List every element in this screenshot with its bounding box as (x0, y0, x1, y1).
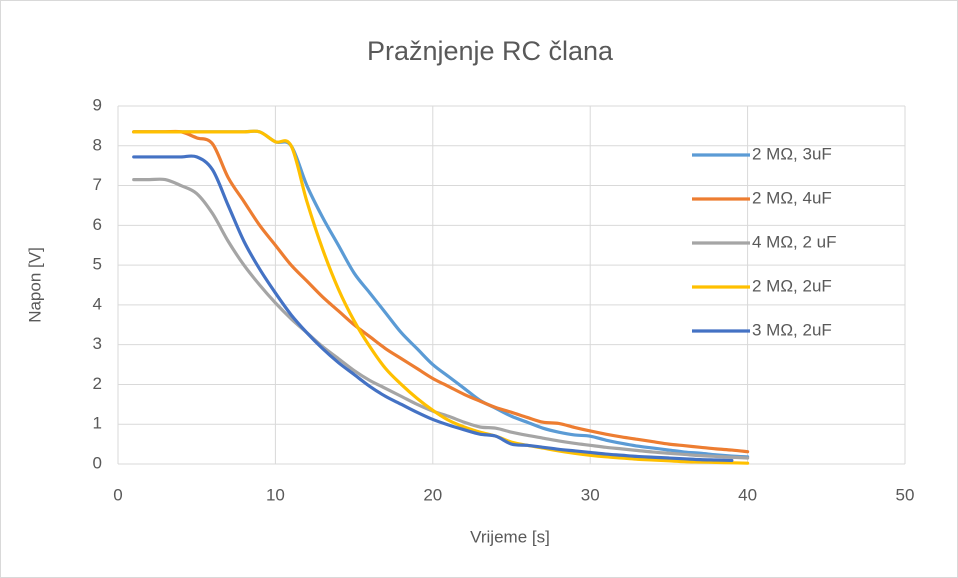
y-axis-label: Napon [V] (25, 247, 44, 323)
x-tick-label: 40 (738, 485, 757, 504)
x-tick-label: 20 (423, 485, 442, 504)
x-tick-label: 30 (581, 485, 600, 504)
y-tick-label: 3 (93, 334, 102, 353)
legend-label: 2 MΩ, 2uF (752, 276, 832, 295)
legend-label: 3 MΩ, 2uF (752, 320, 832, 339)
legend-label: 2 MΩ, 3uF (752, 144, 832, 163)
series-line (132, 154, 734, 463)
y-tick-label: 1 (93, 414, 102, 433)
y-tick-label: 6 (93, 215, 102, 234)
y-tick-label: 7 (93, 175, 102, 194)
series-line (132, 129, 750, 465)
y-tick-label: 0 (93, 453, 102, 472)
chart-title: Pražnjenje RC člana (367, 36, 614, 66)
legend-label: 2 MΩ, 4uF (752, 188, 832, 207)
series-line (132, 129, 750, 454)
x-tick-label: 0 (113, 485, 122, 504)
x-axis-label: Vrijeme [s] (470, 527, 550, 546)
x-tick-label: 50 (896, 485, 915, 504)
y-tick-label: 9 (93, 95, 102, 114)
y-tick-label: 2 (93, 374, 102, 393)
y-tick-label: 4 (93, 294, 102, 313)
legend-label: 4 MΩ, 2 uF (752, 232, 837, 251)
y-tick-label: 8 (93, 135, 102, 154)
y-tick-label: 5 (93, 255, 102, 274)
x-tick-label: 10 (266, 485, 285, 504)
